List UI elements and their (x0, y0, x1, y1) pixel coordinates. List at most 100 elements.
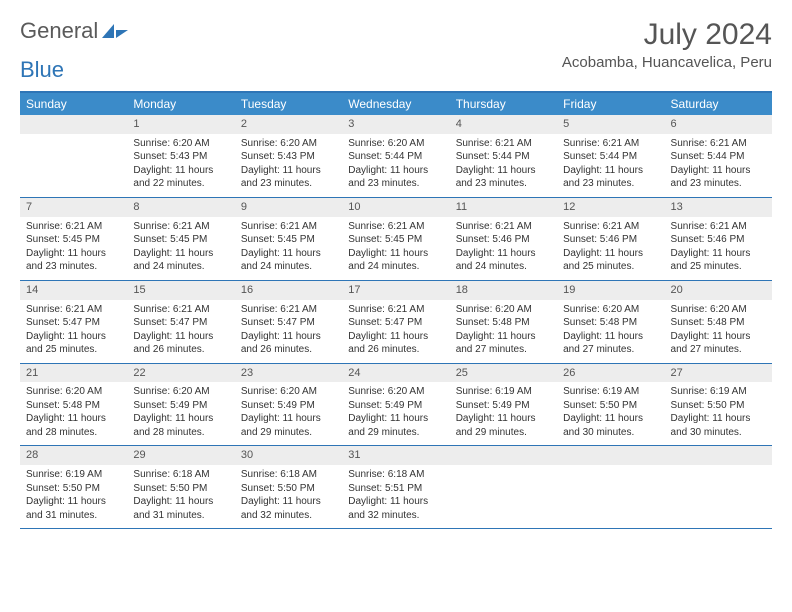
day-number: . (20, 115, 127, 134)
daylight-text: Daylight: 11 hours and 31 minutes. (26, 495, 121, 522)
daylight-text: Daylight: 11 hours and 26 minutes. (133, 330, 228, 357)
sunrise-text: Sunrise: 6:20 AM (671, 303, 766, 317)
day-cell: 25Sunrise: 6:19 AMSunset: 5:49 PMDayligh… (450, 364, 557, 446)
day-cell: 11Sunrise: 6:21 AMSunset: 5:46 PMDayligh… (450, 198, 557, 280)
day-number: 30 (235, 446, 342, 465)
sunset-text: Sunset: 5:46 PM (456, 233, 551, 247)
sunrise-text: Sunrise: 6:20 AM (563, 303, 658, 317)
day-cell: 31Sunrise: 6:18 AMSunset: 5:51 PMDayligh… (342, 446, 449, 528)
sunrise-text: Sunrise: 6:21 AM (348, 220, 443, 234)
day-cell: 20Sunrise: 6:20 AMSunset: 5:48 PMDayligh… (665, 281, 772, 363)
sunset-text: Sunset: 5:49 PM (133, 399, 228, 413)
sunset-text: Sunset: 5:48 PM (671, 316, 766, 330)
day-body: Sunrise: 6:21 AMSunset: 5:45 PMDaylight:… (235, 217, 342, 280)
day-body: Sunrise: 6:19 AMSunset: 5:50 PMDaylight:… (665, 382, 772, 445)
sunset-text: Sunset: 5:47 PM (26, 316, 121, 330)
daylight-text: Daylight: 11 hours and 27 minutes. (563, 330, 658, 357)
logo-text-general: General (20, 18, 98, 44)
daylight-text: Daylight: 11 hours and 26 minutes. (348, 330, 443, 357)
day-cell: 8Sunrise: 6:21 AMSunset: 5:45 PMDaylight… (127, 198, 234, 280)
day-cell: 12Sunrise: 6:21 AMSunset: 5:46 PMDayligh… (557, 198, 664, 280)
day-cell: 14Sunrise: 6:21 AMSunset: 5:47 PMDayligh… (20, 281, 127, 363)
sunrise-text: Sunrise: 6:21 AM (133, 303, 228, 317)
day-body: Sunrise: 6:21 AMSunset: 5:45 PMDaylight:… (342, 217, 449, 280)
day-cell: 17Sunrise: 6:21 AMSunset: 5:47 PMDayligh… (342, 281, 449, 363)
day-body: Sunrise: 6:20 AMSunset: 5:48 PMDaylight:… (450, 300, 557, 363)
week-row: 28Sunrise: 6:19 AMSunset: 5:50 PMDayligh… (20, 446, 772, 529)
day-body: Sunrise: 6:20 AMSunset: 5:48 PMDaylight:… (665, 300, 772, 363)
day-body: Sunrise: 6:21 AMSunset: 5:44 PMDaylight:… (665, 134, 772, 197)
sunrise-text: Sunrise: 6:20 AM (133, 137, 228, 151)
day-cell: 26Sunrise: 6:19 AMSunset: 5:50 PMDayligh… (557, 364, 664, 446)
day-number: 7 (20, 198, 127, 217)
weekday-header-cell: Friday (557, 93, 664, 115)
sunrise-text: Sunrise: 6:21 AM (241, 220, 336, 234)
day-cell: 6Sunrise: 6:21 AMSunset: 5:44 PMDaylight… (665, 115, 772, 197)
daylight-text: Daylight: 11 hours and 28 minutes. (26, 412, 121, 439)
day-cell: 7Sunrise: 6:21 AMSunset: 5:45 PMDaylight… (20, 198, 127, 280)
sunset-text: Sunset: 5:45 PM (133, 233, 228, 247)
daylight-text: Daylight: 11 hours and 29 minutes. (348, 412, 443, 439)
sunrise-text: Sunrise: 6:21 AM (348, 303, 443, 317)
day-body: Sunrise: 6:18 AMSunset: 5:51 PMDaylight:… (342, 465, 449, 528)
sunset-text: Sunset: 5:47 PM (348, 316, 443, 330)
day-cell: 13Sunrise: 6:21 AMSunset: 5:46 PMDayligh… (665, 198, 772, 280)
day-body: Sunrise: 6:20 AMSunset: 5:49 PMDaylight:… (342, 382, 449, 445)
sunrise-text: Sunrise: 6:18 AM (348, 468, 443, 482)
day-number: 21 (20, 364, 127, 383)
day-cell: 29Sunrise: 6:18 AMSunset: 5:50 PMDayligh… (127, 446, 234, 528)
day-cell: 3Sunrise: 6:20 AMSunset: 5:44 PMDaylight… (342, 115, 449, 197)
day-cell: 4Sunrise: 6:21 AMSunset: 5:44 PMDaylight… (450, 115, 557, 197)
weekday-header-cell: Thursday (450, 93, 557, 115)
daylight-text: Daylight: 11 hours and 24 minutes. (456, 247, 551, 274)
day-cell: 2Sunrise: 6:20 AMSunset: 5:43 PMDaylight… (235, 115, 342, 197)
day-number: 14 (20, 281, 127, 300)
weekday-header-cell: Sunday (20, 93, 127, 115)
day-number: 9 (235, 198, 342, 217)
sunset-text: Sunset: 5:48 PM (563, 316, 658, 330)
sunset-text: Sunset: 5:51 PM (348, 482, 443, 496)
day-body: Sunrise: 6:20 AMSunset: 5:44 PMDaylight:… (342, 134, 449, 197)
day-cell: 28Sunrise: 6:19 AMSunset: 5:50 PMDayligh… (20, 446, 127, 528)
sunset-text: Sunset: 5:47 PM (133, 316, 228, 330)
day-body: Sunrise: 6:21 AMSunset: 5:44 PMDaylight:… (450, 134, 557, 197)
day-number: 12 (557, 198, 664, 217)
weekday-header-cell: Wednesday (342, 93, 449, 115)
daylight-text: Daylight: 11 hours and 26 minutes. (241, 330, 336, 357)
sunset-text: Sunset: 5:50 PM (133, 482, 228, 496)
sunrise-text: Sunrise: 6:18 AM (133, 468, 228, 482)
daylight-text: Daylight: 11 hours and 32 minutes. (348, 495, 443, 522)
day-body: Sunrise: 6:18 AMSunset: 5:50 PMDaylight:… (127, 465, 234, 528)
daylight-text: Daylight: 11 hours and 22 minutes. (133, 164, 228, 191)
daylight-text: Daylight: 11 hours and 27 minutes. (671, 330, 766, 357)
day-number: . (450, 446, 557, 465)
daylight-text: Daylight: 11 hours and 25 minutes. (563, 247, 658, 274)
sunrise-text: Sunrise: 6:19 AM (563, 385, 658, 399)
day-number: . (557, 446, 664, 465)
day-cell: 19Sunrise: 6:20 AMSunset: 5:48 PMDayligh… (557, 281, 664, 363)
day-cell: .... (557, 446, 664, 528)
day-cell: 21Sunrise: 6:20 AMSunset: 5:48 PMDayligh… (20, 364, 127, 446)
day-body: Sunrise: 6:21 AMSunset: 5:46 PMDaylight:… (665, 217, 772, 280)
sunrise-text: Sunrise: 6:20 AM (26, 385, 121, 399)
day-number: 11 (450, 198, 557, 217)
day-number: 5 (557, 115, 664, 134)
sunset-text: Sunset: 5:49 PM (241, 399, 336, 413)
day-body: Sunrise: 6:18 AMSunset: 5:50 PMDaylight:… (235, 465, 342, 528)
sunset-text: Sunset: 5:44 PM (563, 150, 658, 164)
day-cell: 9Sunrise: 6:21 AMSunset: 5:45 PMDaylight… (235, 198, 342, 280)
day-body: Sunrise: 6:21 AMSunset: 5:47 PMDaylight:… (342, 300, 449, 363)
daylight-text: Daylight: 11 hours and 23 minutes. (671, 164, 766, 191)
sunset-text: Sunset: 5:49 PM (456, 399, 551, 413)
daylight-text: Daylight: 11 hours and 32 minutes. (241, 495, 336, 522)
day-number: 31 (342, 446, 449, 465)
day-body: Sunrise: 6:21 AMSunset: 5:46 PMDaylight:… (450, 217, 557, 280)
day-number: 24 (342, 364, 449, 383)
daylight-text: Daylight: 11 hours and 27 minutes. (456, 330, 551, 357)
sunset-text: Sunset: 5:46 PM (671, 233, 766, 247)
sunrise-text: Sunrise: 6:19 AM (26, 468, 121, 482)
day-body: Sunrise: 6:21 AMSunset: 5:44 PMDaylight:… (557, 134, 664, 197)
daylight-text: Daylight: 11 hours and 23 minutes. (241, 164, 336, 191)
day-number: 6 (665, 115, 772, 134)
daylight-text: Daylight: 11 hours and 23 minutes. (563, 164, 658, 191)
